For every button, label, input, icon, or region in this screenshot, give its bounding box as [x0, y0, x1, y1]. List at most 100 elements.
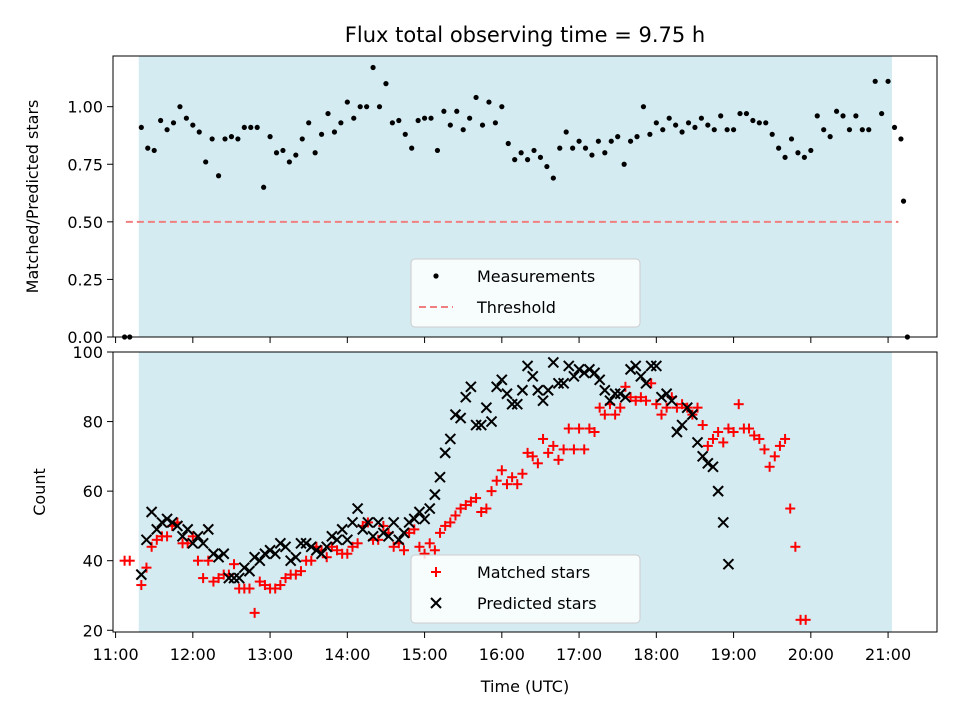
measurement-point — [595, 138, 601, 144]
matched-star-point — [259, 580, 270, 591]
measurement-point — [267, 134, 273, 140]
measurement-point — [158, 117, 164, 124]
measurement-point — [782, 154, 788, 160]
predicted-star-point — [717, 516, 729, 529]
x-tick-label: 17:00 — [556, 645, 602, 664]
measurement-point — [357, 104, 363, 110]
matched-star-point — [677, 399, 688, 410]
y-tick-label: 100 — [72, 343, 103, 362]
matched-star-point — [378, 520, 389, 531]
measurement-point — [203, 159, 209, 165]
measurement-point — [627, 138, 634, 144]
legend-marker — [431, 567, 441, 577]
measurement-point — [557, 145, 563, 151]
predicted-star-point — [429, 488, 441, 501]
predicted-star-point — [161, 513, 173, 525]
y-tick-label: 40 — [83, 552, 103, 571]
measurement-point — [273, 150, 280, 156]
predicted-star-point — [300, 537, 312, 550]
matched-star-point — [615, 402, 626, 413]
matched-star-point — [733, 399, 744, 410]
predicted-star-point — [135, 568, 148, 581]
measurement-point — [441, 108, 447, 114]
matched-star-point — [646, 378, 657, 389]
matched-star-point — [404, 527, 415, 538]
predicted-star-point — [604, 394, 616, 407]
matched-star-point — [295, 566, 306, 577]
matched-star-point — [321, 552, 332, 563]
matched-star-point — [754, 433, 765, 444]
predicted-star-point — [696, 450, 709, 463]
predicted-star-point — [470, 419, 482, 431]
matched-star-point — [187, 531, 198, 542]
predicted-star-point — [176, 530, 189, 543]
matched-star-point — [702, 440, 713, 451]
measurement-point — [486, 99, 492, 105]
measurement-point — [846, 127, 853, 133]
predicted-star-point — [295, 537, 307, 550]
matched-star-point — [630, 395, 641, 406]
matched-star-point — [198, 573, 209, 584]
measurement-point — [421, 115, 428, 121]
bottom-x-ticks: 11:00 12:00 13:00 14:00 15:00 16:00 17:00 18:00… — [93, 632, 911, 664]
predicted-star-point — [377, 527, 390, 539]
predicted-star-point — [418, 513, 431, 525]
matched-star-point — [136, 580, 147, 591]
matched-star-point — [270, 583, 281, 594]
matched-star-point — [522, 447, 533, 458]
measurement-point — [338, 120, 344, 126]
matched-star-point — [481, 503, 492, 514]
matched-star-point — [455, 503, 466, 514]
predicted-star-point — [676, 419, 688, 431]
matched-star-point — [244, 583, 255, 594]
matched-star-point — [507, 472, 518, 483]
y-tick-label: 60 — [83, 482, 103, 501]
matched-star-point — [594, 402, 605, 413]
bottom-axes-frame — [112, 351, 938, 633]
matched-star-point — [610, 409, 621, 420]
predicted-star-point — [547, 356, 560, 369]
predicted-star-point — [465, 381, 477, 393]
matched-star-point — [589, 427, 600, 437]
predicted-star-point — [532, 384, 544, 396]
matched-star-point — [774, 440, 785, 451]
measurement-point — [376, 104, 383, 110]
measurement-point — [383, 81, 389, 87]
y-tick-label: 80 — [83, 413, 103, 432]
matched-star-point — [306, 555, 317, 566]
measurement-point — [196, 129, 202, 135]
predicted-star-point — [588, 367, 601, 379]
predicted-star-point — [310, 544, 323, 556]
measurement-point — [512, 157, 518, 163]
predicted-star-point — [691, 436, 704, 449]
predicted-star-point — [671, 426, 683, 438]
measurement-point — [705, 122, 711, 128]
predicted-star-point — [490, 381, 503, 393]
y-tick-label: 0.50 — [67, 213, 103, 232]
y-tick-label: 20 — [83, 621, 103, 640]
measurement-point — [685, 120, 692, 126]
matched-star-point — [641, 395, 652, 406]
matched-star-point — [249, 607, 260, 618]
matched-star-point — [759, 444, 770, 455]
predicted-star-point — [413, 506, 426, 518]
measurement-point — [673, 122, 679, 128]
matched-star-point — [352, 538, 363, 549]
matched-star-point — [764, 461, 775, 472]
measurement-point — [563, 129, 569, 135]
measurement-point — [724, 127, 730, 133]
predicted-star-point — [624, 363, 637, 376]
predicted-star-point — [218, 548, 230, 560]
measurement-point — [544, 163, 550, 170]
predicted-star-point — [599, 384, 611, 396]
predicted-star-point — [475, 419, 487, 431]
matched-star-point — [707, 433, 718, 444]
measurement-point — [750, 117, 756, 124]
x-tick-label: 12:00 — [170, 645, 216, 664]
measurement-point — [808, 147, 814, 154]
measurement-point — [460, 127, 466, 133]
matched-star-point — [192, 555, 203, 566]
predicted-star-point — [619, 391, 632, 403]
predicted-star-point — [511, 398, 523, 410]
